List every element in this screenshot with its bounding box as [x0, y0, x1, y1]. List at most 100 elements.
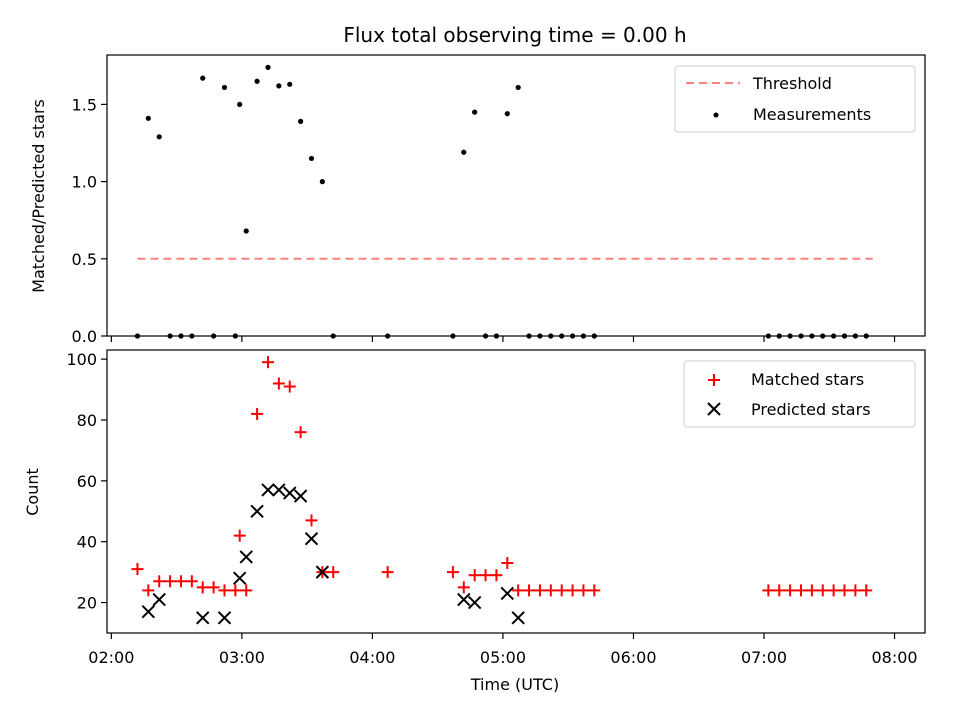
matched-star-point [860, 584, 873, 597]
top-y-tick-label: 1.5 [72, 95, 97, 114]
matched-star-point [523, 584, 536, 597]
measurement-point [265, 64, 271, 70]
matched-star-point [566, 584, 579, 597]
predicted-star-point [141, 604, 156, 619]
measurement-point [515, 84, 521, 91]
bottom-y-tick-label: 40 [77, 533, 97, 552]
matched-star-point [816, 584, 829, 597]
predicted-star-point [511, 611, 525, 625]
x-tick-label: 08:00 [871, 648, 917, 667]
predicted-star-point [457, 592, 471, 607]
predicted-star-point [250, 504, 264, 518]
matched-star-point [305, 514, 318, 527]
measurement-point [461, 149, 467, 155]
bottom-ticks: 20 40 60 80 100 02:00 03:00 04:00 05:00 06:00 07:0… [66, 350, 917, 667]
predicted-star-point [217, 611, 232, 625]
matched-star-point [229, 584, 242, 597]
chart-title: Flux total observing time = 0.00 h [343, 23, 686, 47]
predicted-star-point [272, 483, 286, 497]
matched-star-point [272, 377, 285, 390]
predicted-legend-swatch [707, 402, 721, 416]
measurement-point [308, 155, 315, 162]
x-tick-label: 07:00 [741, 648, 787, 667]
matched-star-point [555, 584, 568, 597]
threshold-legend-label: Threshold [752, 74, 832, 93]
predicted-star-point [315, 565, 330, 579]
matched-star-point [174, 575, 187, 588]
x-tick-label: 04:00 [349, 648, 395, 667]
measurement-point [254, 78, 260, 84]
x-tick-label: 03:00 [219, 648, 265, 667]
matched-star-point [762, 584, 775, 597]
measurement-point [319, 179, 325, 185]
top-y-tick-label: 0.5 [72, 250, 97, 269]
predicted-star-point [293, 489, 308, 503]
matched-star-point [131, 563, 144, 576]
matched-star-point [261, 356, 274, 369]
matched-star-point [218, 584, 231, 597]
matched-legend-label: Matched stars [751, 370, 864, 389]
top-y-tick-label: 1.0 [72, 173, 97, 192]
predicted-star-point [304, 531, 319, 546]
predicted-legend-label: Predicted stars [751, 400, 871, 419]
matched-star-point [805, 584, 818, 597]
top-y-axis-label: Matched/Predicted stars [29, 99, 48, 293]
matched-star-point [588, 584, 601, 597]
matched-star-point [457, 581, 470, 594]
matched-star-point [251, 407, 264, 420]
measurements-legend-label: Measurements [753, 105, 871, 124]
bottom-y-tick-label: 60 [77, 472, 97, 491]
matched-star-point [185, 575, 198, 588]
x-axis-label: Time (UTC) [470, 675, 559, 694]
measurement-point [221, 84, 228, 91]
matched-star-point [164, 575, 177, 588]
measurement-point [243, 228, 249, 234]
measurement-point [504, 111, 510, 117]
matched-star-point [207, 581, 220, 594]
bottom-axes-frame [106, 349, 926, 634]
x-tick-label: 05:00 [480, 648, 526, 667]
matched-star-point [240, 584, 253, 597]
top-y-tick-label: 0.0 [72, 327, 97, 346]
matched-star-point [381, 566, 394, 579]
matched-star-point [501, 557, 514, 570]
predicted-star-point [233, 571, 247, 585]
matched-legend-swatch [708, 374, 720, 386]
measurement-point [472, 109, 478, 115]
matched-star-point [533, 584, 546, 597]
x-tick-label: 06:00 [610, 648, 656, 667]
predicted-star-point [467, 595, 482, 610]
predicted-star-point [196, 611, 210, 625]
matched-star-point [283, 380, 296, 393]
matched-star-point [794, 584, 807, 597]
matched-star-point [577, 584, 590, 597]
top-legend-frame [674, 65, 916, 133]
bottom-axes: 20 40 60 80 100 02:00 03:00 04:00 05:00 06:00 07:0… [23, 349, 926, 694]
measurement-point [287, 81, 293, 87]
top-axes: 0.0 0.5 1.0 1.5 Matched/Predicted stars Thr… [29, 54, 926, 346]
x-tick-label: 02:00 [88, 648, 134, 667]
predicted-star-point [261, 483, 275, 497]
bottom-y-tick-label: 20 [77, 594, 97, 613]
matched-star-point [468, 569, 481, 582]
measurements-legend-swatch [713, 112, 719, 118]
matched-star-point [784, 584, 797, 597]
matched-star-point [490, 569, 503, 582]
measurement-point [237, 101, 243, 108]
bottom-legend-frame [683, 360, 916, 428]
predicted-star-point [152, 592, 166, 607]
matched-star-point [142, 584, 155, 597]
bottom-plot-area [131, 356, 873, 625]
bottom-legend: Matched stars Predicted stars [683, 360, 916, 428]
matched-star-point [773, 584, 786, 597]
matched-star-point [512, 584, 525, 597]
matched-star-point [196, 581, 209, 594]
matched-star-point [327, 566, 340, 579]
bottom-y-tick-label: 80 [77, 411, 97, 430]
measurement-point [200, 75, 206, 81]
matched-star-point [446, 566, 459, 579]
matched-star-point [153, 575, 166, 588]
measurement-point [298, 118, 304, 124]
matched-star-point [479, 569, 492, 582]
matched-star-point [544, 584, 557, 597]
